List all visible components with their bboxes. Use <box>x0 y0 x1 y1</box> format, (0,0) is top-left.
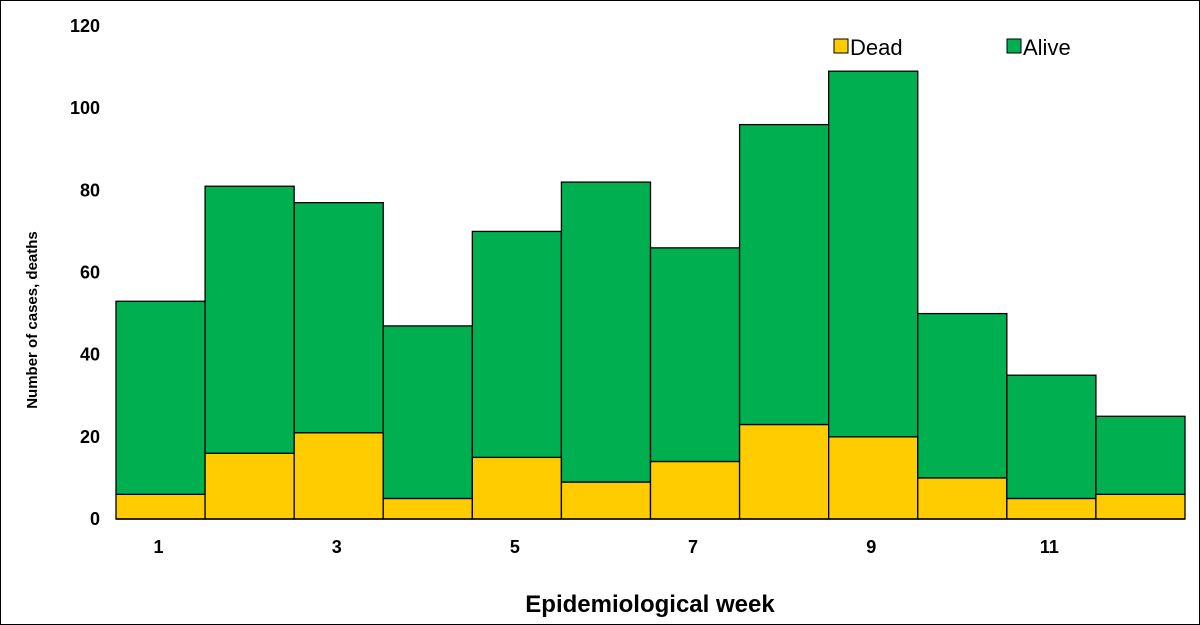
bar-dead-week-2 <box>204 452 295 520</box>
y-tick-label: 100 <box>70 98 100 118</box>
bar-dead-week-8 <box>738 423 830 520</box>
y-tick-label: 60 <box>80 263 100 283</box>
bar-dead-week-4 <box>382 497 473 520</box>
x-tick-label: 9 <box>866 537 876 557</box>
bar-dead-week-12 <box>1095 493 1186 520</box>
bar-dead-week-11 <box>1006 497 1097 520</box>
x-tick-label: 5 <box>510 537 520 557</box>
y-tick-label: 40 <box>80 345 100 365</box>
bar-dead-week-1 <box>115 493 206 520</box>
bars-group <box>115 70 1186 520</box>
bar-alive-week-7 <box>649 247 741 463</box>
bar-alive-week-12 <box>1095 415 1186 495</box>
bar-alive-week-2 <box>204 185 295 454</box>
bar-alive-week-1 <box>115 300 206 495</box>
legend-swatch-dead <box>833 38 849 54</box>
bar-dead-week-7 <box>649 460 741 520</box>
bar-dead-week-10 <box>917 477 1008 520</box>
bar-alive-week-9 <box>828 70 919 438</box>
bar-dead-week-9 <box>828 436 919 520</box>
y-tick-label: 0 <box>90 509 100 529</box>
legend-label-alive: Alive <box>1023 35 1071 60</box>
y-tick-label: 120 <box>70 16 100 36</box>
bar-alive-week-5 <box>471 230 563 459</box>
legend-swatch-alive <box>1006 38 1022 54</box>
bar-alive-week-4 <box>382 325 473 500</box>
legend-label-dead: Dead <box>850 35 903 60</box>
x-tick-label: 11 <box>1040 537 1059 557</box>
x-tick-label: 3 <box>332 537 342 557</box>
bar-dead-week-3 <box>293 432 384 520</box>
x-tick-labels: 1 3 5 7 9 11 <box>154 537 1059 557</box>
y-tick-labels: 0 20 40 60 80 100 120 <box>70 16 100 529</box>
bar-dead-week-5 <box>471 456 563 520</box>
y-tick-label: 80 <box>80 180 100 200</box>
x-axis-title: Epidemiological week <box>525 591 775 618</box>
y-axis-title: Number of cases, deaths <box>24 231 41 409</box>
x-tick-label: 1 <box>154 537 164 557</box>
y-tick-label: 20 <box>80 427 100 447</box>
bar-alive-week-10 <box>917 312 1008 479</box>
bar-alive-week-3 <box>293 202 384 434</box>
x-tick-label: 7 <box>688 537 698 557</box>
bar-alive-week-8 <box>738 123 830 426</box>
bar-alive-week-11 <box>1006 374 1097 500</box>
bar-alive-week-6 <box>560 181 652 483</box>
bar-dead-week-6 <box>560 481 652 520</box>
legend: Dead Alive <box>833 35 1071 60</box>
